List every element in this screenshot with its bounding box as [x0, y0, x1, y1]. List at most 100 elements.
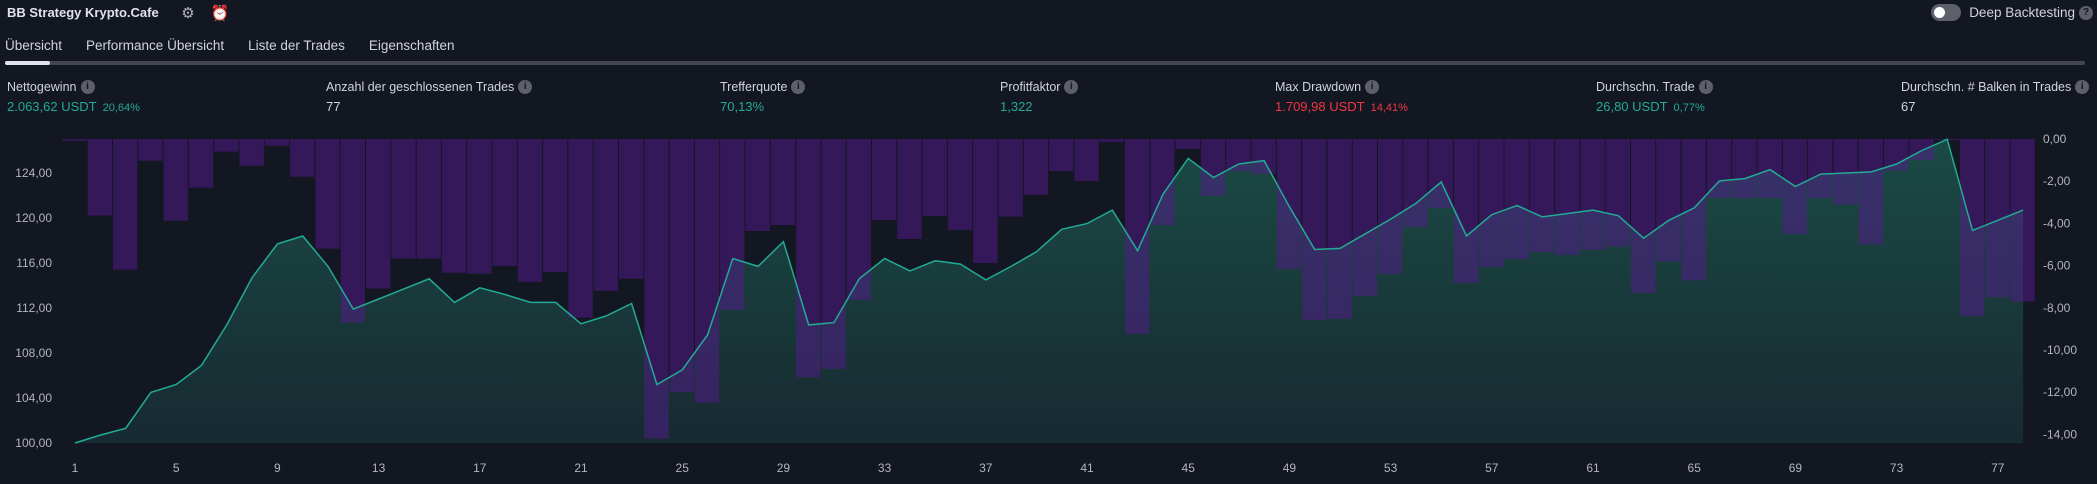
deep-backtesting-label: Deep Backtesting: [1969, 5, 2075, 20]
stat-label: Durchschn. # Balken in Trades i: [1901, 80, 2090, 94]
info-icon[interactable]: i: [1698, 80, 1713, 94]
left-axis-label: 100,00: [15, 436, 52, 450]
drawdown-bar: [264, 139, 290, 146]
stat-percent: 20,64%: [102, 102, 140, 114]
strategy-title: BB Strategy Krypto.Cafe: [7, 5, 159, 20]
drawdown-bar: [1352, 139, 1377, 296]
drawdown-bar: [441, 139, 467, 273]
drawdown-bar: [290, 139, 315, 177]
drawdown-bar: [1099, 139, 1124, 142]
right-axis-label: -14,00: [2043, 427, 2077, 441]
left-axis-label: 112,00: [16, 301, 52, 315]
x-tick-label: 61: [1586, 461, 1600, 475]
stat-label: Max Drawdown i: [1275, 80, 1408, 94]
stat-6: Durchschn. Trade i 26,80 USDT 0,77%: [1596, 80, 1713, 114]
stat-value: 26,80 USDT 0,77%: [1596, 99, 1713, 114]
drawdown-bar: [745, 139, 770, 231]
x-tick-label: 77: [1991, 461, 2005, 475]
tab-liste-der-trades[interactable]: Liste der Trades: [248, 38, 345, 53]
drawdown-bar: [1757, 139, 1782, 199]
x-tick-label: 21: [574, 461, 588, 475]
drawdown-bar: [1504, 139, 1529, 260]
x-tick-label: 33: [878, 461, 892, 475]
drawdown-bar: [113, 139, 138, 270]
tab-scrollbar-track[interactable]: [5, 61, 2085, 65]
drawdown-bar: [644, 139, 669, 439]
left-axis-label: 116,00: [16, 256, 52, 270]
info-icon[interactable]: i: [791, 80, 806, 94]
info-icon[interactable]: i: [2075, 80, 2090, 94]
stat-label: Profitfaktor i: [1000, 80, 1079, 94]
stat-value: 1,322: [1000, 99, 1078, 114]
stat-label-text: Profitfaktor: [1000, 80, 1061, 94]
tab-eigenschaften[interactable]: Eigenschaften: [368, 38, 455, 53]
tab-performance-uebersicht[interactable]: Performance Übersicht: [86, 38, 225, 53]
stat-value-text: 70,13%: [720, 99, 765, 114]
stat-value-text: 2.063,62 USDT: [7, 99, 97, 114]
drawdown-bar: [87, 139, 112, 216]
x-tick-label: 1: [72, 461, 79, 475]
info-icon[interactable]: i: [518, 80, 533, 94]
drawdown-bar: [1631, 139, 1656, 294]
deep-backtesting-toggle[interactable]: [1931, 4, 1962, 21]
question-icon[interactable]: ?: [2079, 5, 2093, 20]
drawdown-bar: [1681, 139, 1706, 281]
stat-value: 70,13%: [720, 99, 805, 114]
info-icon[interactable]: i: [1064, 80, 1079, 94]
drawdown-bar: [1706, 139, 1732, 199]
drawdown-bar: [1327, 139, 1352, 319]
x-tick-label: 13: [372, 461, 386, 475]
tab-uebersicht[interactable]: Übersicht: [5, 38, 63, 53]
x-tick-label: 49: [1283, 461, 1297, 475]
drawdown-bar: [543, 139, 568, 272]
stat-label: Durchschn. Trade i: [1596, 80, 1713, 94]
drawdown-bar: [1175, 139, 1200, 149]
stat-value-text: 1.709,98 USDT: [1275, 99, 1365, 114]
info-icon[interactable]: i: [1365, 80, 1380, 94]
left-axis-label: 108,00: [15, 346, 52, 360]
drawdown-bar: [416, 139, 441, 259]
x-tick-label: 5: [173, 461, 180, 475]
drawdown-bar: [998, 139, 1023, 217]
gear-icon[interactable]: ⚙: [181, 5, 195, 22]
drawdown-bar: [973, 139, 998, 264]
stat-label: Nettogewinn i: [7, 80, 140, 94]
drawdown-bar: [1732, 139, 1757, 199]
drawdown-bar: [340, 139, 365, 323]
drawdown-bar: [669, 139, 694, 393]
stat-value-text: 67: [1901, 99, 1916, 114]
x-tick-label: 53: [1384, 461, 1398, 475]
info-icon[interactable]: i: [80, 80, 95, 94]
right-axis-label: -8,00: [2043, 301, 2071, 315]
drawdown-bar: [821, 139, 846, 369]
right-axis-label: -2,00: [2043, 174, 2071, 188]
x-tick-label: 45: [1182, 461, 1196, 475]
drawdown-bar: [492, 139, 517, 267]
drawdown-bar: [1074, 139, 1099, 181]
stat-label: Trefferquote i: [720, 80, 806, 94]
drawdown-bar: [568, 139, 593, 318]
drawdown-bar: [720, 139, 745, 310]
x-tick-label: 25: [676, 461, 690, 475]
drawdown-bar: [214, 139, 239, 152]
drawdown-bar: [2010, 139, 2035, 302]
drawdown-bar: [1529, 139, 1555, 253]
drawdown-bar: [619, 139, 644, 279]
stat-percent: 0,77%: [1673, 102, 1705, 114]
right-axis-label: -10,00: [2043, 343, 2077, 357]
add-alert-icon[interactable]: ⏰: [210, 5, 230, 22]
drawdown-bar: [1023, 139, 1049, 195]
drawdown-bar: [796, 139, 821, 378]
stat-value: 2.063,62 USDT 20,64%: [7, 99, 140, 114]
drawdown-bar: [467, 139, 492, 274]
left-axis-label: 104,00: [15, 391, 52, 405]
x-tick-label: 41: [1080, 461, 1094, 475]
tab-bar: Übersicht Performance Übersicht Liste de…: [5, 38, 454, 53]
drawdown-bar: [138, 139, 163, 161]
drawdown-bar: [188, 139, 214, 188]
stat-5: Max Drawdown i 1.709,98 USDT 14,41%: [1275, 80, 1408, 114]
drawdown-bar: [1555, 139, 1580, 256]
drawdown-bar: [1428, 139, 1453, 208]
stat-7: Durchschn. # Balken in Trades i 67: [1901, 80, 2090, 114]
drawdown-bar: [1884, 139, 1909, 171]
